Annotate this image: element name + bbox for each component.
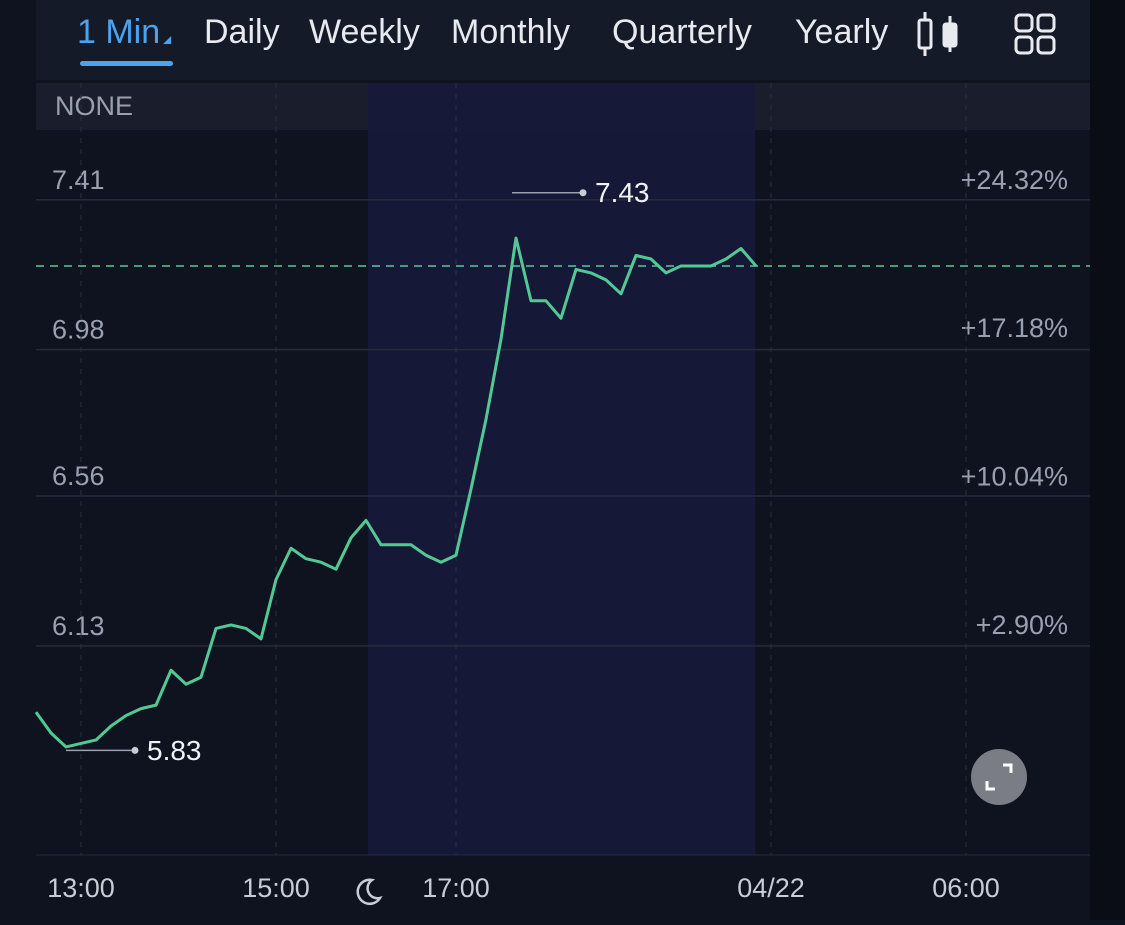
y-tick-label: 6.56 <box>52 461 105 491</box>
tab-bar <box>36 0 1090 80</box>
layout-icon[interactable] <box>1014 13 1056 55</box>
x-tick-label: 04/22 <box>737 873 805 903</box>
tab-underline <box>80 61 173 66</box>
y-tick-label: 6.13 <box>52 611 105 641</box>
fullscreen-button[interactable] <box>971 749 1027 805</box>
annotation-label: 5.83 <box>147 735 202 766</box>
moon-icon <box>356 878 383 905</box>
annotation-dot <box>131 746 139 754</box>
candle-icon[interactable] <box>917 12 958 56</box>
tab[interactable]: Daily <box>204 13 280 51</box>
price-line <box>34 236 758 749</box>
tab-caret <box>163 36 172 44</box>
tab[interactable]: Quarterly <box>612 13 752 51</box>
y2-tick-label: +2.90% <box>976 610 1068 640</box>
y-tick-label: 7.41 <box>52 165 105 195</box>
y2-tick-label: +10.04% <box>961 462 1068 492</box>
x-tick-label: 13:00 <box>47 873 115 903</box>
x-tick-label: 17:00 <box>422 873 490 903</box>
after-hours-shade <box>368 83 755 855</box>
tab[interactable]: Weekly <box>309 13 420 51</box>
tab[interactable]: Monthly <box>451 13 570 51</box>
y-tick-label: 6.98 <box>52 315 105 345</box>
side-panel <box>1090 0 1125 920</box>
tabs: 1 Min Daily Weekly Monthly Quarterly Yearly <box>77 13 888 66</box>
x-tick-label: 15:00 <box>242 873 310 903</box>
tab[interactable]: 1 Min <box>77 13 160 51</box>
y2-tick-label: +24.32% <box>961 165 1068 195</box>
indicator-label[interactable]: NONE <box>55 91 133 121</box>
annotation-dot <box>579 189 587 197</box>
plot: 7.41 6.98 6.56 6.13 +24.32% +17.18% +10.04% +2.… <box>34 83 1090 903</box>
y2-tick-label: +17.18% <box>961 313 1068 343</box>
tab[interactable]: Yearly <box>795 13 888 51</box>
annotation-label: 7.43 <box>595 177 650 208</box>
x-tick-label: 06:00 <box>932 873 1000 903</box>
